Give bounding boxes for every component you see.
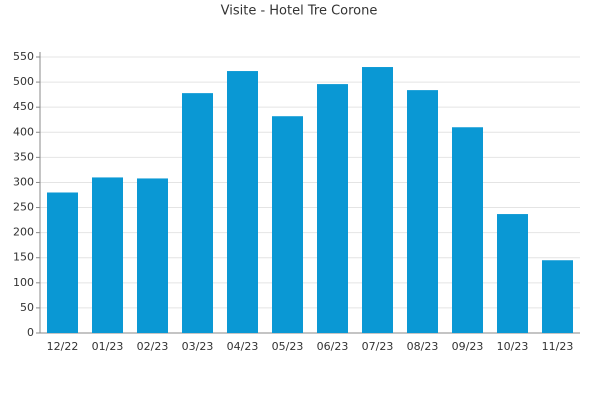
x-tick-label: 04/23 <box>227 340 259 353</box>
bar <box>137 178 168 333</box>
y-tick-label: 450 <box>13 100 34 113</box>
x-tick-label: 12/22 <box>47 340 79 353</box>
y-tick-label: 550 <box>13 50 34 63</box>
bar <box>362 67 393 333</box>
x-tick-label: 09/23 <box>452 340 484 353</box>
bar <box>227 71 258 334</box>
x-tick-label: 11/23 <box>542 340 574 353</box>
x-tick-label: 02/23 <box>137 340 169 353</box>
x-tick-label: 06/23 <box>317 340 349 353</box>
bar <box>272 116 303 334</box>
bar <box>542 260 573 333</box>
x-tick-label: 07/23 <box>362 340 394 353</box>
y-tick-label: 200 <box>13 226 34 239</box>
bar <box>317 84 348 334</box>
y-tick-label: 350 <box>13 150 34 163</box>
x-tick-label: 08/23 <box>407 340 439 353</box>
x-tick-label: 05/23 <box>272 340 304 353</box>
y-tick-label: 300 <box>13 175 34 188</box>
x-tick-label: 03/23 <box>182 340 214 353</box>
y-tick-label: 150 <box>13 251 34 264</box>
bar <box>452 127 483 333</box>
y-tick-label: 50 <box>20 301 34 314</box>
bar <box>497 214 528 333</box>
y-tick-label: 500 <box>13 75 34 88</box>
y-tick-label: 0 <box>27 326 34 339</box>
y-tick-label: 400 <box>13 125 34 138</box>
y-tick-label: 100 <box>13 276 34 289</box>
bar <box>92 177 123 333</box>
x-tick-label: 01/23 <box>92 340 124 353</box>
bar <box>47 192 78 333</box>
chart-title: Visite - Hotel Tre Corone <box>221 4 378 19</box>
y-tick-label: 250 <box>13 201 34 214</box>
x-tick-label: 10/23 <box>497 340 529 353</box>
bar <box>182 93 213 333</box>
bar <box>407 90 438 334</box>
